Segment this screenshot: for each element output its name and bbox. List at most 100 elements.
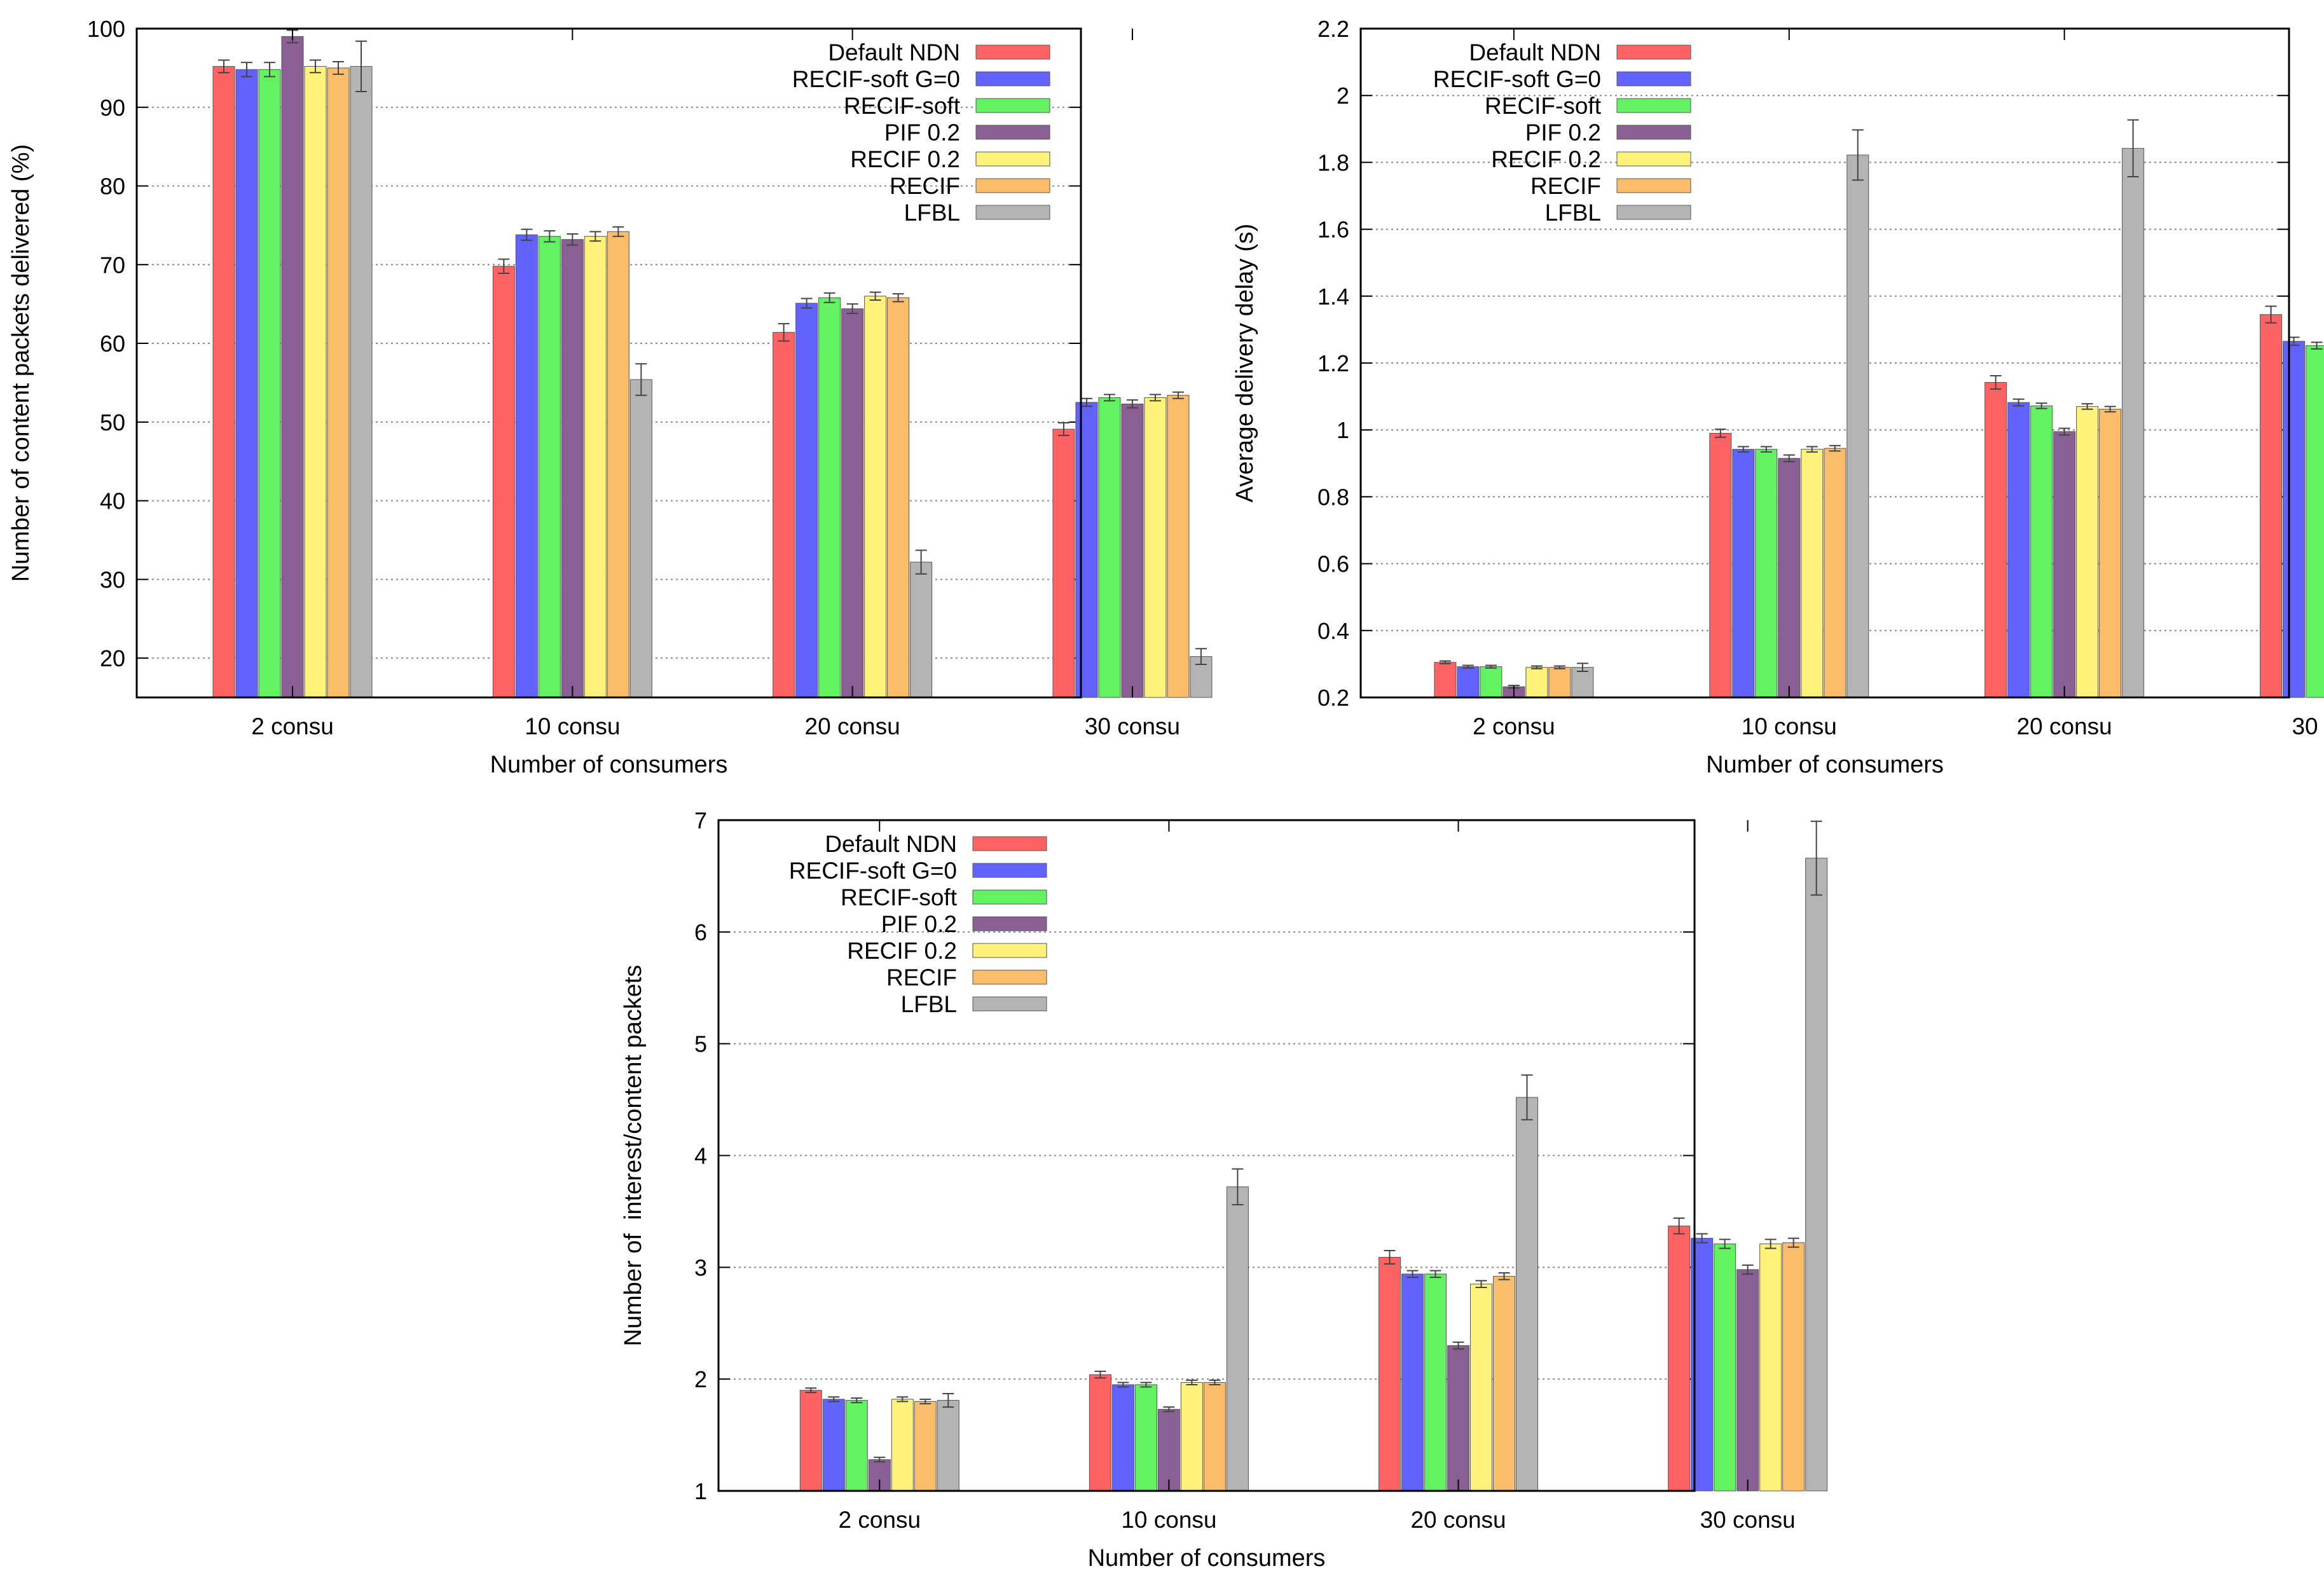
legend-swatch (1616, 45, 1691, 60)
legend-label: RECIF-soft (844, 93, 961, 119)
bar (799, 1390, 822, 1492)
legend-label: RECIF (890, 173, 960, 199)
bar (1226, 1186, 1249, 1492)
bar (2053, 431, 2076, 698)
y-tick-label: 2 (1337, 83, 1349, 109)
bar (1778, 458, 1801, 698)
bar (1668, 1225, 1691, 1492)
y-tick-label: 0.2 (1317, 685, 1349, 711)
bar (937, 1400, 959, 1492)
bar (1144, 397, 1167, 698)
bar (2283, 341, 2306, 698)
legend-label: Default NDN (825, 831, 957, 857)
y-axis-label: Number of content packets delivered (%) (8, 144, 34, 582)
bar (841, 308, 864, 698)
y-tick-label: 20 (100, 645, 125, 671)
plot-frame (717, 819, 1696, 1492)
y-tick-label: 4 (694, 1143, 707, 1169)
bar (1801, 449, 1824, 698)
bar (1759, 1243, 1782, 1492)
y-tick-label: 1.8 (1317, 149, 1349, 175)
legend-swatch (1616, 125, 1691, 140)
x-tick-label: 10 consu (525, 713, 620, 739)
chart-delivered-percent: 20 30 40 50 60 70 80 90 100 2 consu 10 consu 20 con… (8, 16, 1213, 778)
bar (1111, 1384, 1134, 1492)
bar (864, 296, 887, 698)
y-tick-label: 2 (694, 1366, 707, 1392)
legend-swatch (1616, 71, 1691, 86)
legend-swatch (972, 996, 1047, 1012)
legend-swatch (972, 970, 1047, 985)
y-tick-label: 70 (100, 252, 125, 278)
legend-label: RECIF 0.2 (850, 146, 960, 172)
bar (1984, 382, 2007, 698)
x-tick-label: 2 consu (251, 713, 334, 739)
bar (515, 234, 538, 698)
y-tick-label: 0.8 (1317, 484, 1349, 510)
bar (1203, 1382, 1226, 1492)
bar (1052, 429, 1075, 698)
bar (891, 1399, 914, 1492)
legend-label: RECIF (886, 964, 957, 991)
legend-swatch (1616, 205, 1691, 220)
y-tick-label: 1.4 (1317, 284, 1349, 310)
bar (258, 69, 281, 698)
legend-label: PIF 0.2 (881, 911, 957, 937)
y-tick-label: 2.2 (1317, 16, 1349, 42)
bar (304, 65, 327, 698)
y-tick-label: 100 (87, 16, 125, 42)
bar (1157, 1409, 1180, 1492)
bar (1470, 1284, 1493, 1492)
legend-swatch (972, 943, 1047, 958)
bar (1121, 403, 1144, 698)
bar (584, 236, 607, 698)
bar (822, 1399, 845, 1492)
bar (1714, 1243, 1736, 1492)
bar (914, 1401, 937, 1492)
legend-label: PIF 0.2 (884, 120, 960, 146)
x-tick-label: 30 consu (1085, 713, 1180, 739)
bar (1075, 402, 1098, 698)
legend-label: RECIF (1530, 173, 1601, 199)
y-tick-label: 6 (694, 919, 707, 945)
bar (910, 561, 933, 698)
y-tick-label: 80 (100, 174, 125, 200)
bar (212, 65, 235, 698)
bar (1424, 1273, 1447, 1492)
legend-swatch (975, 45, 1050, 60)
bar (795, 303, 818, 698)
bar (538, 236, 561, 698)
bar (607, 231, 629, 698)
plot-frame (1359, 27, 2290, 699)
y-tick-label: 1.6 (1317, 217, 1349, 243)
bar (2122, 147, 2145, 698)
legend-swatch (972, 889, 1047, 905)
x-axis-label: Number of consumers (1088, 1545, 1326, 1571)
legend-label: Default NDN (828, 39, 960, 65)
legend-label: Default NDN (1469, 39, 1601, 65)
plot-frame (135, 27, 1082, 699)
legend-swatch (1616, 151, 1691, 167)
bar (1805, 858, 1828, 1492)
y-tick-label: 3 (694, 1254, 707, 1280)
bar (492, 266, 515, 698)
bar (1846, 154, 1869, 698)
bar (1379, 1257, 1401, 1492)
bar (773, 332, 795, 698)
legend-swatch (972, 836, 1047, 851)
chart-interest-content-packets: 1 2 3 4 5 6 7 2 consu 10 consu 20 consu 30 consu Nu… (620, 807, 1828, 1571)
y-tick-label: 40 (100, 488, 125, 514)
x-tick-label: 30 consu (2292, 713, 2324, 739)
y-tick-label: 50 (100, 409, 125, 436)
bar (2260, 314, 2283, 698)
bar (2007, 402, 2030, 698)
bar (1493, 1275, 1516, 1492)
bar (1480, 666, 1502, 698)
x-tick-label: 2 consu (1473, 713, 1555, 739)
bar (1401, 1273, 1424, 1492)
x-tick-label: 20 consu (2017, 713, 2112, 739)
